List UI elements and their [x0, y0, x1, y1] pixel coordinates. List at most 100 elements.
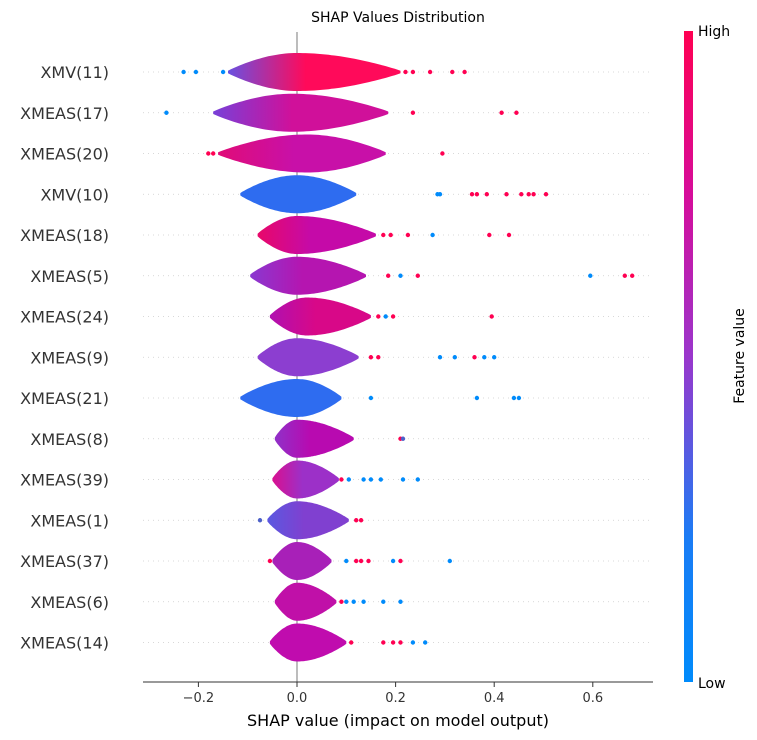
outlier-point	[257, 518, 263, 523]
x-tick-label: −0.2	[183, 691, 215, 706]
outlier-point	[440, 151, 445, 156]
outlier-point	[164, 110, 169, 115]
x-axis-label: SHAP value (impact on model output)	[247, 711, 549, 730]
outlier-point	[410, 69, 416, 75]
outlier-point	[400, 477, 406, 482]
outlier-point	[383, 314, 388, 319]
violin-body	[228, 53, 401, 91]
outlier-point	[368, 395, 374, 401]
outlier-point	[519, 192, 524, 197]
violin-body	[240, 379, 342, 417]
outlier-point	[415, 477, 420, 482]
feature-label: XMEAS(37)	[20, 552, 109, 571]
violin-body	[274, 582, 337, 621]
outlier-point	[390, 558, 396, 564]
outlier-point	[381, 232, 386, 238]
outlier-point	[447, 558, 452, 564]
feature-label: XMEAS(18)	[20, 226, 109, 245]
feature-label: XMV(10)	[40, 185, 109, 204]
outlier-point	[506, 232, 512, 238]
outlier-point	[514, 110, 519, 115]
x-tick-label: 0.4	[484, 691, 505, 706]
outlier-point	[376, 355, 381, 360]
outlier-point	[206, 151, 211, 156]
outlier-point	[487, 232, 492, 238]
feature-label: XMV(11)	[40, 63, 109, 82]
outlier-point	[344, 558, 349, 564]
feature-label: XMEAS(5)	[30, 267, 109, 286]
outlier-point	[390, 314, 396, 319]
colorbar-low-label: Low	[698, 676, 726, 692]
colorbar-high-label: High	[698, 24, 730, 40]
outlier-point	[474, 192, 480, 197]
outlier-point	[354, 518, 359, 523]
feature-label: XMEAS(9)	[30, 348, 109, 367]
feature-label: XMEAS(21)	[20, 389, 109, 408]
outlier-point	[361, 477, 366, 482]
x-tick-label: 0.6	[582, 691, 603, 706]
outlier-point	[398, 273, 403, 278]
outlier-point	[267, 558, 273, 564]
feature-labels: XMV(11) XMEAS(17) XMEAS(20) XMV(10) XMEAS(18…	[20, 63, 109, 653]
feature-label: XMEAS(1)	[30, 511, 109, 530]
outlier-point	[531, 192, 536, 197]
outlier-point	[588, 273, 593, 278]
colorbar-title: Feature value	[732, 308, 748, 404]
violin-body	[250, 256, 366, 295]
violin-body	[272, 542, 332, 580]
outlier-point	[511, 395, 517, 401]
outlier-point	[437, 355, 443, 360]
outlier-point	[339, 477, 344, 482]
outlier-point	[415, 273, 420, 278]
outlier-point	[390, 640, 396, 645]
feature-gridlines	[143, 71, 653, 643]
violin-body	[267, 501, 349, 540]
feature-label: XMEAS(24)	[20, 308, 109, 327]
outlier-point	[351, 599, 356, 604]
feature-label: XMEAS(6)	[30, 593, 109, 612]
violin-body	[269, 297, 371, 336]
violin-body	[269, 623, 347, 662]
outlier-point	[526, 192, 531, 197]
outlier-point	[398, 599, 403, 604]
outlier-point	[398, 640, 403, 645]
outlier-point	[543, 192, 549, 197]
outlier-point	[344, 599, 349, 604]
outlier-point	[474, 395, 480, 401]
outlier-point	[472, 355, 477, 360]
outlier-point	[354, 558, 359, 564]
outlier-point	[437, 192, 443, 197]
outlier-point	[368, 355, 374, 360]
chart-title: SHAP Values Distribution	[311, 10, 485, 26]
outlier-point	[181, 69, 186, 75]
outlier-point	[361, 599, 366, 604]
outlier-point	[381, 640, 386, 645]
outlier-point	[430, 232, 435, 238]
feature-label: XMEAS(8)	[30, 430, 109, 449]
violin-body	[240, 175, 357, 214]
outlier-point	[489, 314, 494, 319]
outlier-point	[211, 151, 216, 156]
x-axis-ticks: −0.2 0.0 0.2 0.4 0.6	[183, 682, 603, 706]
outlier-point	[469, 192, 475, 197]
violin-body	[213, 93, 389, 132]
violins	[164, 53, 635, 662]
outlier-point	[630, 273, 635, 278]
outlier-point	[366, 558, 371, 564]
outlier-point	[403, 69, 408, 75]
outlier-point	[462, 69, 467, 75]
outlier-point	[398, 558, 403, 564]
outlier-point	[339, 599, 344, 604]
outlier-point	[378, 477, 383, 482]
outlier-point	[386, 273, 391, 278]
feature-label: XMEAS(14)	[20, 634, 109, 653]
outlier-point	[346, 477, 351, 482]
outlier-point	[358, 518, 364, 523]
outlier-point	[193, 69, 199, 75]
feature-label: XMEAS(17)	[20, 104, 109, 123]
violin-body	[257, 216, 376, 254]
outlier-point	[484, 192, 489, 197]
outlier-point	[499, 110, 504, 115]
colorbar	[684, 31, 693, 682]
